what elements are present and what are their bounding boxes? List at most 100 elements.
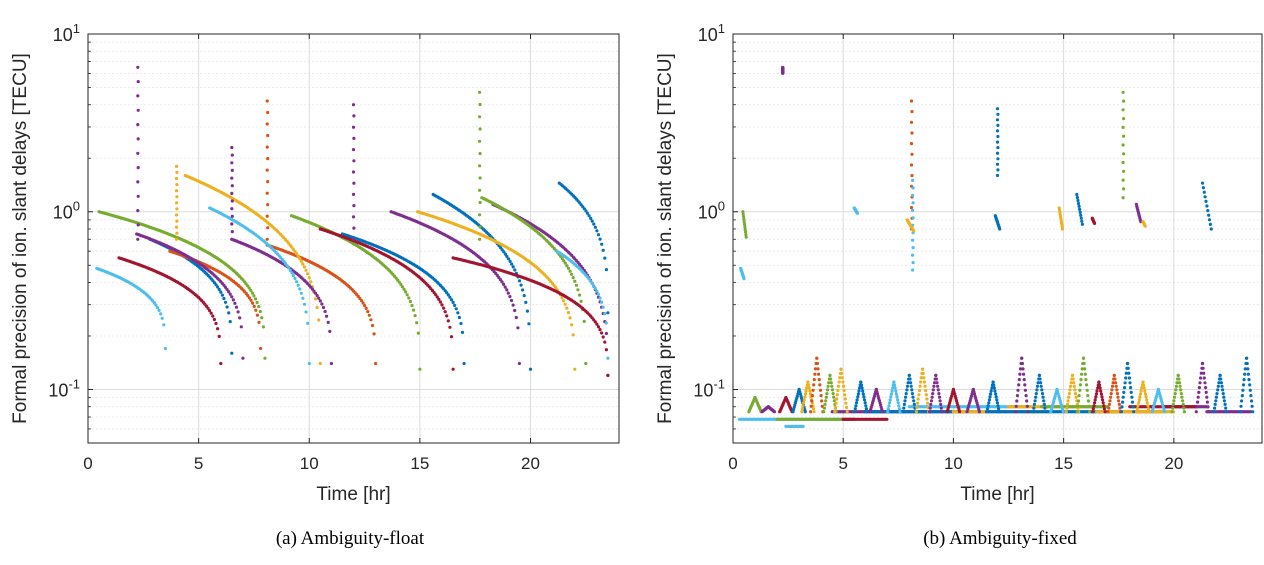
data-point xyxy=(813,372,817,376)
data-point xyxy=(1122,386,1127,390)
data-point xyxy=(912,399,916,403)
data-point xyxy=(1121,125,1125,129)
data-point xyxy=(1065,406,1069,410)
data-point xyxy=(996,404,1000,408)
data-point xyxy=(811,388,815,392)
data-point xyxy=(803,395,807,399)
data-point xyxy=(175,195,179,199)
data-point xyxy=(911,395,915,399)
data-point xyxy=(854,404,858,408)
data-point xyxy=(511,265,515,269)
data-point xyxy=(815,356,819,360)
data-point xyxy=(478,225,482,229)
data-point xyxy=(223,300,228,304)
data-point xyxy=(823,402,827,406)
data-point xyxy=(1094,395,1098,399)
data-point xyxy=(1086,394,1090,398)
data-point xyxy=(315,294,319,298)
data-point xyxy=(1174,388,1178,392)
data-point xyxy=(834,401,838,405)
data-point xyxy=(845,410,849,414)
data-point xyxy=(509,298,514,303)
data-point xyxy=(995,107,1000,111)
data-point xyxy=(861,392,865,396)
data-point xyxy=(438,300,442,304)
data-point xyxy=(1251,410,1255,414)
data-point xyxy=(858,386,862,390)
data-point xyxy=(1102,404,1106,408)
data-point xyxy=(326,320,330,324)
data-point xyxy=(230,184,234,188)
data-point xyxy=(517,361,522,366)
data-point xyxy=(454,307,458,311)
data-point xyxy=(1216,388,1220,392)
data-point xyxy=(1107,402,1111,406)
data-point xyxy=(1222,399,1226,403)
data-point xyxy=(887,404,891,408)
data-point xyxy=(304,268,308,272)
data-point xyxy=(478,213,482,217)
data-point xyxy=(309,280,313,284)
data-point xyxy=(922,380,927,384)
data-point xyxy=(227,290,231,294)
data-point xyxy=(370,323,375,328)
data-point xyxy=(294,252,299,256)
data-point xyxy=(989,389,993,393)
data-point xyxy=(352,181,356,185)
data-point xyxy=(1094,392,1098,396)
data-point xyxy=(1129,390,1133,394)
data-point xyxy=(1083,367,1087,371)
x-tick-label: 20 xyxy=(1164,454,1183,473)
data-point xyxy=(802,398,806,402)
data-point xyxy=(1076,198,1080,203)
data-point xyxy=(445,291,449,295)
data-point xyxy=(1195,405,1199,409)
data-point xyxy=(1240,394,1244,398)
data-point xyxy=(249,298,253,302)
data-point xyxy=(1073,388,1077,392)
data-point xyxy=(1179,388,1183,392)
data-point xyxy=(1199,371,1203,375)
data-point xyxy=(1209,227,1213,231)
data-point xyxy=(1200,181,1205,185)
data-point xyxy=(808,389,812,393)
data-point xyxy=(860,386,864,390)
data-point xyxy=(832,399,836,403)
data-point xyxy=(517,279,522,283)
data-point xyxy=(598,328,602,332)
data-point xyxy=(1101,401,1105,405)
data-point xyxy=(136,223,140,227)
data-point xyxy=(312,289,316,293)
data-point xyxy=(1042,399,1046,403)
data-point xyxy=(820,404,824,408)
data-point xyxy=(601,335,605,339)
data-point xyxy=(219,361,223,366)
data-point xyxy=(1080,219,1084,223)
data-point xyxy=(971,387,975,392)
data-point xyxy=(874,387,878,392)
data-point xyxy=(838,376,842,380)
data-point xyxy=(361,301,365,305)
data-point xyxy=(890,389,894,393)
data-point xyxy=(1092,221,1097,225)
data-point xyxy=(1039,381,1043,385)
data-point xyxy=(1017,378,1021,382)
data-point xyxy=(894,392,899,396)
data-point xyxy=(801,404,805,408)
data-point xyxy=(1142,383,1146,387)
data-point xyxy=(810,394,815,398)
data-point xyxy=(741,210,745,214)
data-point xyxy=(995,398,999,402)
data-point xyxy=(1121,395,1125,399)
data-point xyxy=(817,372,821,376)
data-point xyxy=(1016,388,1020,392)
data-point xyxy=(812,383,816,387)
data-point xyxy=(1248,410,1253,414)
data-point xyxy=(1219,377,1223,381)
data-point xyxy=(219,290,223,294)
data-point xyxy=(911,208,915,212)
data-point xyxy=(1073,392,1078,396)
data-point xyxy=(1034,395,1038,399)
data-point xyxy=(449,335,454,339)
data-point xyxy=(1015,399,1019,403)
